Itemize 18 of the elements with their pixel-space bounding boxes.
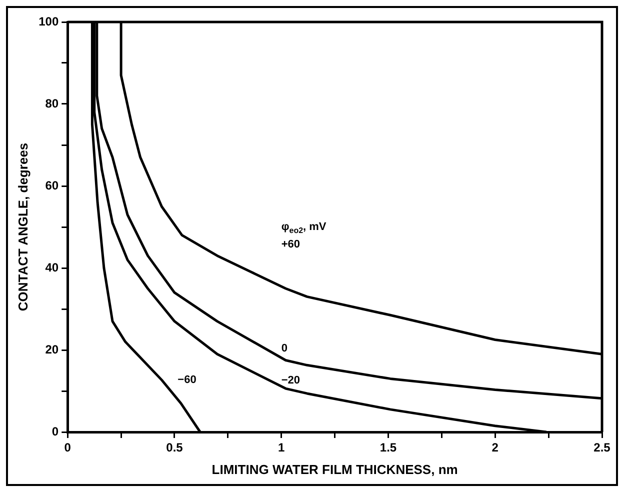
- series-label: −20: [281, 374, 300, 387]
- y-axis-title: CONTACT ANGLE, degrees: [15, 142, 30, 312]
- series-label: 0: [281, 342, 288, 354]
- x-tick-label: 0.5: [166, 440, 184, 455]
- x-tick-label: 0: [64, 440, 72, 455]
- series-label: −60: [178, 374, 196, 386]
- x-tick-label: 1: [278, 440, 286, 455]
- x-tick-label: 1.5: [380, 440, 397, 455]
- x-axis-title: LIMITING WATER FILM THICKNESS, nm: [212, 462, 458, 477]
- y-tick-label: 20: [45, 342, 59, 356]
- y-tick-label: 100: [38, 14, 59, 28]
- y-tick-label: 80: [45, 96, 59, 110]
- x-tick-label: 2: [492, 440, 499, 455]
- y-tick-label: 60: [45, 178, 59, 192]
- y-tick-label: 40: [45, 260, 59, 274]
- x-tick-label: 2.5: [594, 440, 611, 455]
- y-tick-label: 0: [52, 424, 59, 438]
- text: +60: [281, 238, 300, 251]
